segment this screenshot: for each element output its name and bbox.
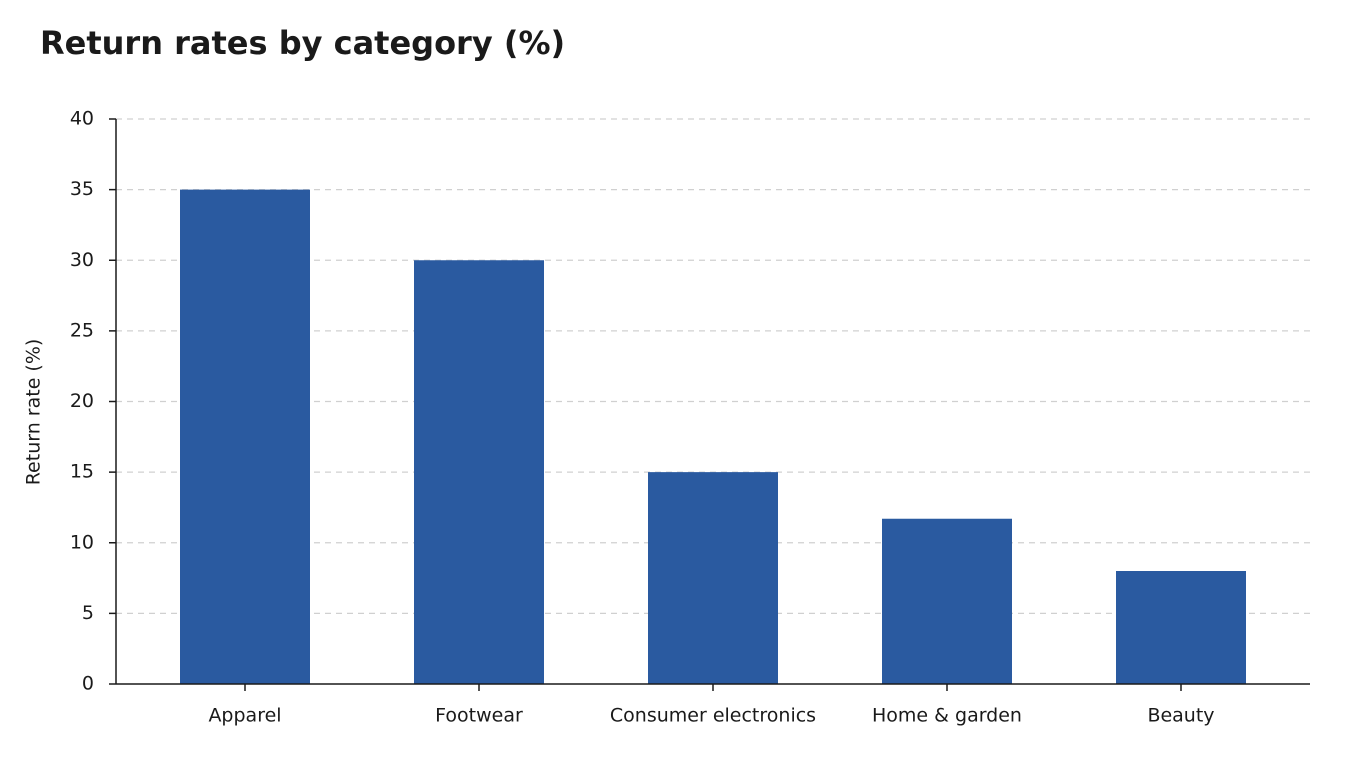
y-axis-label: Return rate (%)	[23, 339, 45, 486]
x-tick-label: Apparel	[208, 705, 281, 727]
bar	[648, 472, 778, 684]
chart-title: Return rates by category (%)	[40, 24, 565, 62]
y-tick-label: 5	[82, 602, 94, 624]
y-tick-label: 10	[70, 531, 94, 553]
y-tick-label: 40	[70, 108, 94, 130]
bar	[180, 189, 310, 684]
y-tick-label: 25	[70, 319, 94, 341]
y-tick-label: 15	[70, 461, 94, 483]
bar	[414, 260, 544, 684]
bar	[882, 518, 1012, 684]
y-tick-label: 30	[70, 249, 94, 271]
y-tick-label: 20	[70, 390, 94, 412]
x-tick-label: Home & garden	[872, 705, 1022, 727]
y-tick-label: 35	[70, 178, 94, 200]
x-tick-label: Beauty	[1147, 705, 1214, 727]
y-tick-label: 0	[82, 673, 94, 695]
x-tick-label: Consumer electronics	[610, 705, 816, 727]
bar	[1116, 571, 1246, 684]
x-tick-label: Footwear	[435, 705, 523, 727]
